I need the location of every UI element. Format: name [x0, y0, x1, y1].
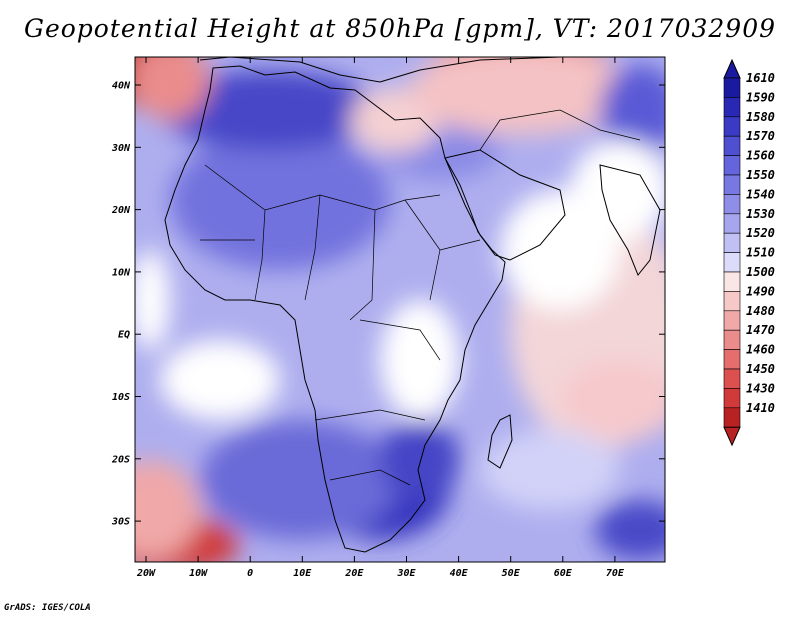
colorbar-label: 1530	[746, 207, 775, 221]
iberia-europe	[199, 57, 561, 83]
lon-label: 20W	[136, 568, 156, 579]
colorbar-label: 1570	[746, 129, 775, 143]
colorbar-label: 1450	[746, 362, 775, 376]
colorbar-swatch	[723, 252, 741, 273]
map-frame	[134, 56, 666, 563]
colorbar-label: 1590	[746, 90, 775, 104]
lon-label: 50E	[502, 568, 521, 579]
colorbar-label: 1560	[746, 149, 775, 163]
height-field	[135, 57, 665, 562]
colorbar-swatch	[723, 271, 741, 292]
internal-borders	[200, 109, 641, 486]
colorbar-swatch	[723, 194, 741, 215]
colorbar-top-cap	[723, 58, 741, 79]
madagascar	[487, 414, 513, 469]
colorbar-label: 1540	[746, 187, 775, 201]
colorbar-swatch	[723, 155, 741, 176]
colorbar-label: 1490	[746, 284, 775, 298]
colorbar-swatch	[723, 174, 741, 195]
colorbar-swatch	[723, 349, 741, 370]
colorbar-label: 1410	[746, 401, 775, 415]
colorbar-swatch	[723, 388, 741, 409]
lat-label: EQ	[118, 330, 130, 341]
colorbar-swatch	[723, 232, 741, 253]
colorbar-swatch	[723, 77, 741, 98]
grads-credit: GrADS: IGES/COLA	[4, 603, 91, 613]
colorbar-label: 1520	[746, 226, 775, 240]
colorbar-label: 1480	[746, 304, 775, 318]
africa-coastline	[164, 65, 506, 553]
lon-label: 10E	[293, 568, 312, 579]
colorbar-swatch	[723, 97, 741, 118]
lat-label: 30S	[111, 517, 130, 528]
colorbar-label: 1500	[746, 265, 775, 279]
colorbar-label: 1460	[746, 343, 775, 357]
colorbar-label: 1510	[746, 246, 775, 260]
lon-label: 60E	[554, 568, 573, 579]
lon-label: 40E	[450, 568, 469, 579]
colorbar-swatch	[723, 135, 741, 156]
colorbar-swatch	[723, 310, 741, 331]
lat-label: 20N	[111, 205, 131, 216]
colorbar-label: 1550	[746, 168, 775, 182]
arabia	[444, 149, 566, 261]
colorbar-label: 1470	[746, 323, 775, 337]
lon-label: 30E	[396, 568, 416, 579]
colorbar-label: 1610	[746, 71, 775, 85]
colorbar-swatch	[723, 116, 741, 137]
colorbar-label: 1580	[746, 110, 775, 124]
colorbar-bottom-cap	[723, 426, 741, 447]
india	[599, 164, 661, 276]
lon-label: 10W	[189, 568, 208, 579]
map-title: Geopotential Height at 850hPa [gpm], VT:…	[23, 14, 777, 43]
lon-label: 0	[247, 568, 253, 579]
coastlines	[164, 57, 661, 553]
colorbar-label: 1430	[746, 381, 775, 395]
colorbar-swatch	[723, 291, 741, 312]
lat-label: 40N	[112, 81, 131, 92]
colorbar-swatch	[723, 368, 741, 389]
colorbar-swatch	[723, 213, 741, 234]
lon-label: 20E	[344, 568, 364, 579]
lat-label: 20S	[111, 454, 130, 465]
colorbar-swatch	[723, 407, 741, 428]
lat-label: 10N	[112, 267, 131, 278]
lat-label: 30N	[111, 143, 131, 154]
colorbar-swatch	[723, 329, 741, 350]
lon-label: 70E	[606, 568, 625, 579]
lat-label: 10S	[112, 392, 130, 403]
